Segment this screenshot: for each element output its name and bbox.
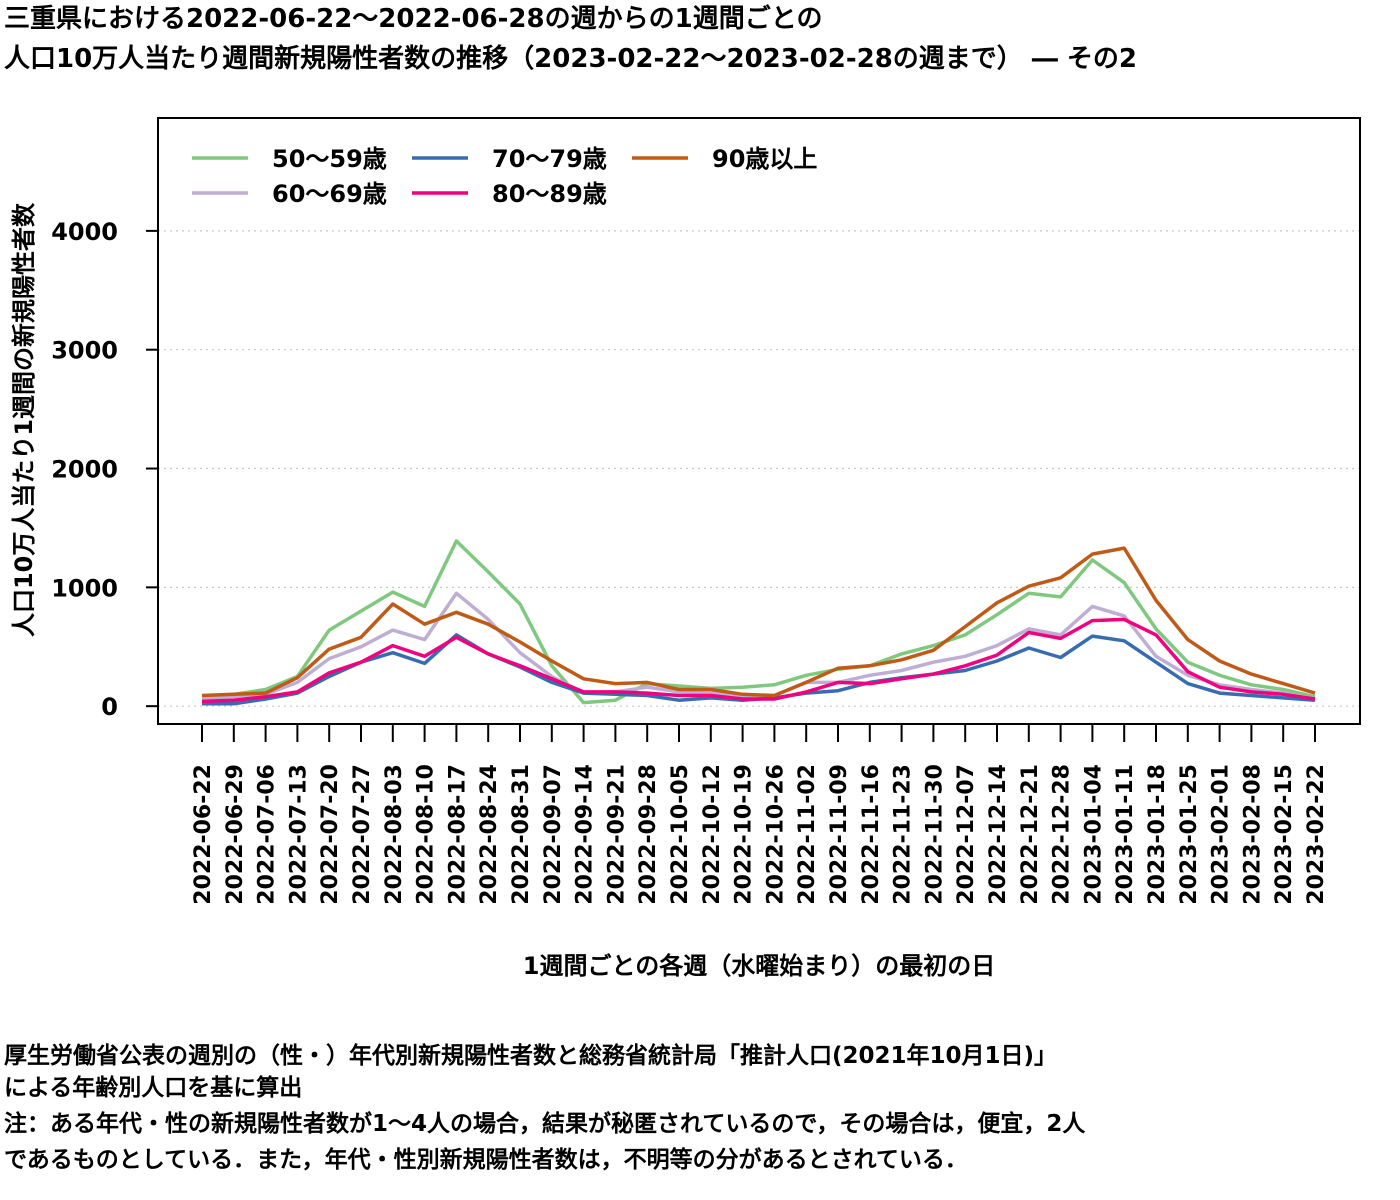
x-tick-label: 2022-11-02 xyxy=(795,764,820,905)
y-tick-label: 0 xyxy=(101,693,118,721)
source-note-line1: 厚生労働省公表の週別の（性・）年代別新規陽性者数と総務省統計局「推計人口(202… xyxy=(4,1043,1058,1069)
x-tick-label: 2022-08-10 xyxy=(414,764,439,905)
x-tick-label: 2022-08-17 xyxy=(445,764,470,905)
series-lines xyxy=(201,539,1316,706)
x-tick-label: 2022-09-28 xyxy=(636,764,661,905)
x-tick-label: 2023-01-04 xyxy=(1081,764,1106,905)
x-tick-label: 2023-01-11 xyxy=(1113,764,1138,905)
footnote-line1: 注：ある年代・性の新規陽性者数が1〜4人の場合，結果が秘匿されているので，その場… xyxy=(4,1111,1086,1137)
x-tick-label: 2022-12-14 xyxy=(986,764,1011,905)
y-tick-label: 3000 xyxy=(51,337,118,365)
y-tick-label: 2000 xyxy=(51,456,118,484)
x-tick-label: 2023-02-15 xyxy=(1272,764,1297,905)
x-tick-label: 2023-02-01 xyxy=(1209,764,1234,905)
x-tick-label: 2022-11-16 xyxy=(859,764,884,905)
legend: 50〜59歳 60〜69歳 70〜79歳 80〜89歳 90歳以上 xyxy=(192,145,817,208)
legend-label: 70〜79歳 xyxy=(492,145,607,173)
series-line-4 xyxy=(201,617,1316,704)
legend-label: 60〜69歳 xyxy=(272,180,387,208)
x-tick-label: 2022-08-24 xyxy=(477,764,502,905)
x-tick-label: 2022-11-09 xyxy=(827,764,852,905)
x-tick-label: 2022-10-19 xyxy=(732,764,757,905)
x-tick-label: 2022-10-12 xyxy=(700,764,725,905)
x-tick-label: 2023-01-18 xyxy=(1145,764,1170,905)
x-tick-label: 2022-11-23 xyxy=(891,764,916,905)
legend-label: 50〜59歳 xyxy=(272,145,387,173)
x-tick-label: 2022-07-27 xyxy=(350,764,375,905)
gridlines xyxy=(158,230,1360,707)
x-tick-label: 2022-12-07 xyxy=(954,764,979,905)
y-tick-label: 1000 xyxy=(51,574,118,602)
y-tick-label: 4000 xyxy=(51,218,118,246)
x-tick-label: 2022-12-21 xyxy=(1018,764,1043,905)
x-tick-label: 2022-09-14 xyxy=(573,764,598,905)
x-axis: 2022-06-22 2022-06-29 2022-07-06 2022-07-13… xyxy=(191,724,1329,905)
x-tick-label: 2023-02-08 xyxy=(1240,764,1265,905)
x-tick-label: 2022-10-05 xyxy=(668,764,693,905)
x-tick-label: 2022-08-03 xyxy=(382,764,407,905)
x-tick-label: 2023-01-25 xyxy=(1177,764,1202,905)
y-axis: 0 1000 2000 3000 4000 xyxy=(51,218,158,721)
x-tick-label: 2022-09-07 xyxy=(541,764,566,905)
x-tick-label: 2022-07-13 xyxy=(286,764,311,905)
x-tick-label: 2022-12-28 xyxy=(1050,764,1075,905)
x-tick-label: 2022-11-30 xyxy=(922,764,947,905)
source-note-line2: による年齢別人口を基に算出 xyxy=(4,1075,303,1101)
footnote-line2: であるものとしている．また，年代・性別新規陽性者数は，不明等の分があるとされてい… xyxy=(4,1147,968,1173)
series-line-1 xyxy=(201,539,1316,705)
x-tick-label: 2022-06-22 xyxy=(191,764,216,905)
chart-title-line2: 人口10万人当たり週間新規陽性者数の推移（2023-02-22〜2023-02-… xyxy=(4,44,1137,74)
y-axis-label: 人口10万人当たり1週間の新規陽性者数 xyxy=(10,202,38,637)
series-line-5 xyxy=(201,546,1316,698)
x-tick-label: 2022-10-26 xyxy=(763,764,788,905)
series-line-2 xyxy=(201,591,1316,701)
plot-frame xyxy=(157,117,1361,725)
x-axis-label: 1週間ごとの各週（水曜始まり）の最初の日 xyxy=(523,952,995,980)
x-tick-label: 2022-07-20 xyxy=(318,764,343,905)
legend-label: 90歳以上 xyxy=(712,145,817,173)
chart-title-line1: 三重県における2022-06-22〜2022-06-28の週からの1週間ごとの xyxy=(4,4,823,34)
x-tick-label: 2022-09-21 xyxy=(604,764,629,905)
x-tick-label: 2022-07-06 xyxy=(255,764,280,905)
x-tick-label: 2023-02-22 xyxy=(1304,764,1329,905)
x-tick-label: 2022-06-29 xyxy=(223,764,248,905)
legend-label: 80〜89歳 xyxy=(492,180,607,208)
x-tick-label: 2022-08-31 xyxy=(509,764,534,905)
